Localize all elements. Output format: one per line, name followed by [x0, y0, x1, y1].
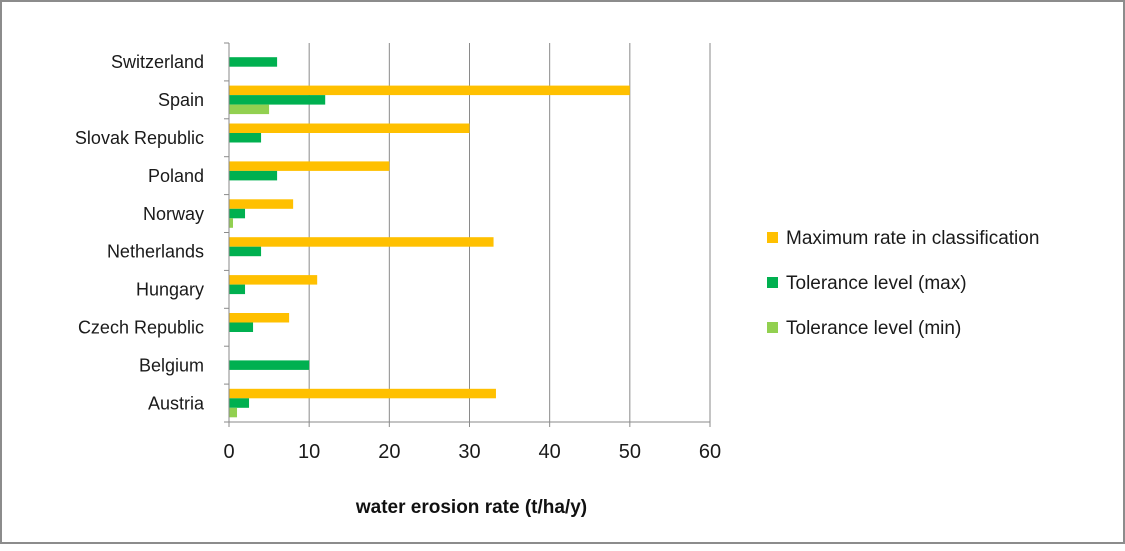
bar: [229, 161, 390, 171]
category-label: Netherlands: [107, 242, 204, 262]
bars: [229, 57, 630, 418]
bar: [229, 85, 630, 96]
bar: [229, 275, 318, 285]
bar: [229, 104, 270, 115]
category-label: Czech Republic: [78, 318, 204, 338]
bar: [229, 123, 470, 133]
category-label: Switzerland: [111, 52, 204, 72]
bar: [229, 284, 246, 295]
legend-swatch: [767, 277, 778, 288]
axes: [224, 42, 711, 427]
category-label: Norway: [143, 204, 204, 224]
bar: [229, 388, 496, 399]
legend-swatch: [767, 232, 778, 243]
x-tick-label: 40: [539, 441, 561, 463]
bar: [229, 313, 290, 323]
category-label: Spain: [158, 90, 204, 110]
category-label: Poland: [148, 166, 204, 186]
bar: [229, 133, 262, 143]
category-label: Belgium: [139, 355, 204, 375]
bar: [229, 170, 278, 181]
x-tick-label: 60: [699, 441, 721, 463]
bar: [229, 322, 254, 332]
gridlines: [308, 43, 711, 422]
x-tick-label: 10: [298, 441, 320, 463]
x-tick-label: 20: [378, 441, 400, 463]
bar: [229, 208, 246, 219]
x-tick-label: 50: [619, 441, 641, 463]
labels: 0 10 20 30 40 50 60 Switzerland Spain Slovak Repu…: [75, 52, 721, 463]
bar: [229, 199, 294, 209]
bar: [229, 407, 238, 418]
category-label: Hungary: [136, 280, 204, 300]
x-tick-label: 0: [223, 441, 234, 463]
legend-label: Tolerance level (min): [786, 318, 961, 339]
bar: [229, 218, 234, 228]
x-tick-label: 30: [458, 441, 480, 463]
x-axis-label: water erosion rate (t/ha/y): [355, 497, 587, 518]
bar: [229, 398, 250, 408]
bar: [229, 95, 326, 105]
legend-swatch: [767, 322, 778, 333]
category-label: Austria: [148, 393, 205, 413]
bar: [229, 237, 494, 247]
legend-label: Maximum rate in classification: [786, 228, 1039, 249]
bar: [229, 246, 262, 257]
bar: [229, 360, 310, 370]
legend-label: Tolerance level (max): [786, 273, 967, 294]
bar: [229, 57, 278, 67]
legend: Maximum rate in classification Tolerance …: [767, 228, 1039, 339]
category-label: Slovak Republic: [75, 128, 204, 148]
